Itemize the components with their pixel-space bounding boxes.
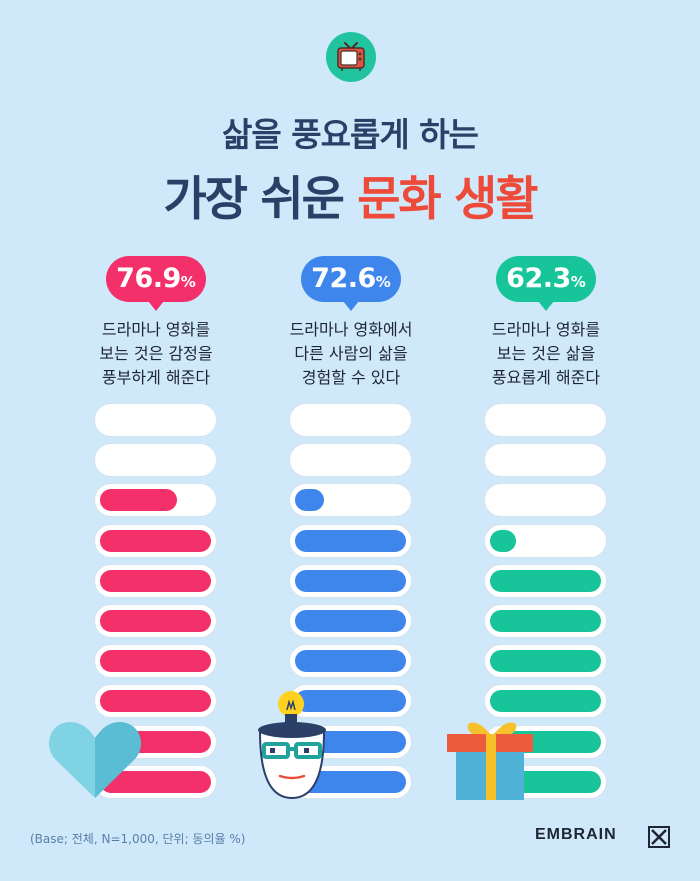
pill-unit [289,443,412,478]
category-label-line: 풍요롭게 해준다 [491,368,601,387]
category-label: 드라마나 영화를 보는 것은 감정을 풍부하게 해준다 [76,318,236,390]
bar-fill [295,489,324,512]
unit-label: % [375,273,391,291]
pill-unit [484,403,607,437]
pill-unit [289,604,412,638]
tv-icon [326,32,376,82]
pill-unit [94,483,217,518]
unit-label: % [570,273,586,291]
pill-unit [289,644,412,679]
bar-fill [490,650,601,673]
title-line-2: 가장 쉬운 문화 생활 [0,160,700,229]
bar-fill [100,529,211,552]
title-line-1: 삶을 풍요롭게 하는 [222,115,479,154]
pill-unit [94,644,217,679]
embrain-logo-icon [648,826,670,848]
pill-unit [94,684,217,719]
bar-fill [490,610,601,632]
value-label: 62.3 [506,263,571,294]
pill-unit [94,604,217,638]
bar-fill [295,610,406,632]
pill-unit [484,604,607,638]
pill-unit [94,443,217,478]
category-label-line: 드라마나 영화에서 [289,320,413,339]
bar-fill [295,529,406,552]
title-accent: 문화 생활 [357,172,538,227]
pill-unit [94,523,217,558]
gift-icon [446,714,538,806]
bar-fill [490,529,516,552]
pill-unit [484,644,607,679]
bar-fill [100,610,211,632]
category-label-line: 경험할 수 있다 [301,368,401,387]
category-label-line: 드라마나 영화를 [101,320,211,339]
bar-fill [295,569,406,592]
bar-fill [490,690,601,713]
pill-unit [289,483,412,518]
bar-fill [100,690,211,713]
pill-unit [484,684,607,719]
footnote: (Base; 전체, N=1,000, 단위; 동의율 %) [30,832,246,846]
lightbulb-head-icon [252,688,332,808]
pill-unit [484,443,607,478]
bar-fill [100,770,211,793]
pill-unit [289,563,412,598]
bar-fill [100,489,177,512]
category-label-line: 보는 것은 감정을 [99,344,213,363]
pill-unit [484,563,607,598]
title-main: 가장 쉬운 [163,172,344,227]
value-bubble: 72.6% [301,256,401,311]
pill-unit [94,403,217,437]
category-label-line: 드라마나 영화를 [491,320,601,339]
bar-fill [295,650,406,673]
category-label: 드라마나 영화에서 다른 사람의 삶을 경험할 수 있다 [271,318,431,390]
unit-label: % [180,273,196,291]
pill-unit [289,523,412,558]
value-label: 72.6 [311,263,376,294]
bar-fill [100,569,211,592]
value-label: 76.9 [116,263,181,294]
category-label-line: 풍부하게 해준다 [101,368,211,387]
category-label-line: 다른 사람의 삶을 [294,344,408,363]
bar-fill [490,569,601,592]
brand-name: EMBRAIN [535,826,617,843]
pill-unit [484,523,607,558]
bar-fill [295,690,406,713]
pill-unit [484,483,607,518]
bar-fill [100,650,211,673]
category-label-line: 보는 것은 삶을 [496,344,596,363]
category-label: 드라마나 영화를 보는 것은 삶을 풍요롭게 해준다 [466,318,626,390]
pill-unit [94,764,217,799]
heart-icon [48,718,142,804]
value-bubble: 76.9% [106,256,206,311]
bar-fill [295,770,406,793]
value-bubble: 62.3% [496,256,596,311]
pill-unit [289,403,412,437]
pill-unit [94,563,217,598]
